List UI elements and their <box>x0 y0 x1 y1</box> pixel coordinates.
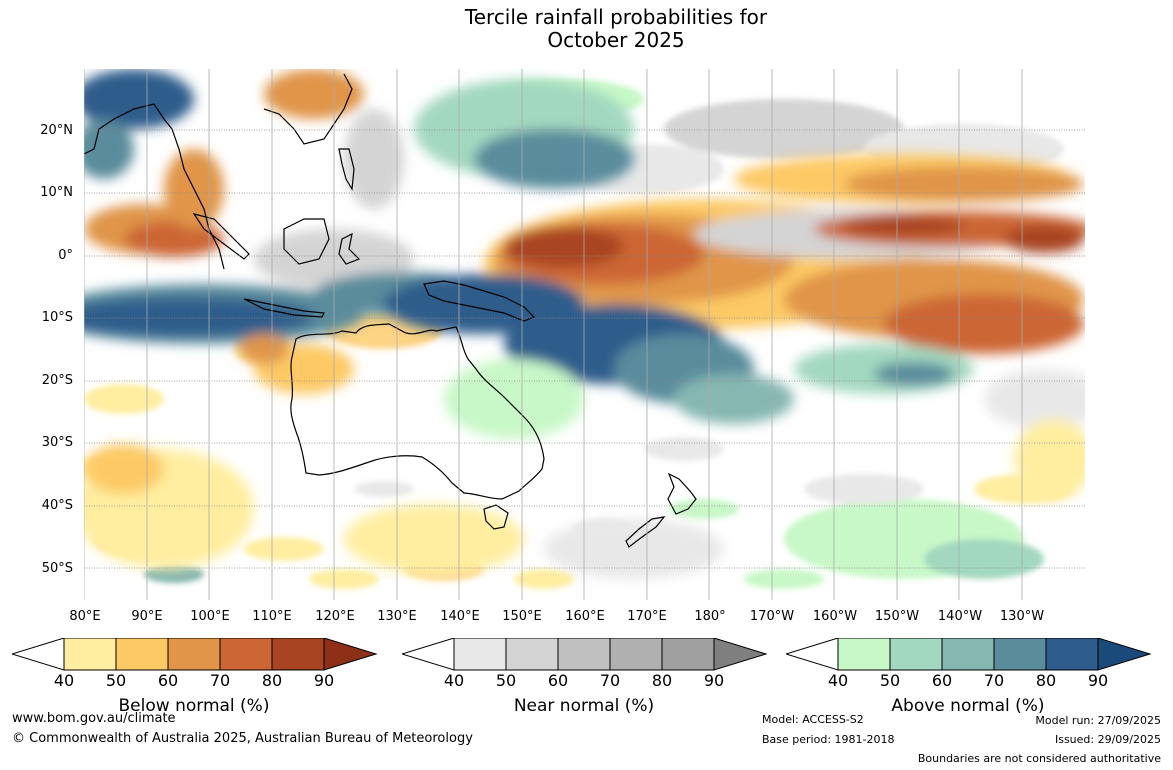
colorbar-segment <box>63 638 117 671</box>
colorbar-tick: 80 <box>1035 671 1057 690</box>
colorbar-tick: 40 <box>53 671 75 690</box>
colorbar-tick: 50 <box>105 671 127 690</box>
lon-label: 100°E <box>190 609 230 624</box>
colorbar-under-triangle <box>12 638 65 671</box>
colorbar-segment <box>271 638 325 671</box>
colorbar-segment <box>1045 638 1099 671</box>
above-normal-title: Above normal (%) <box>891 696 1045 716</box>
colorbar-segment <box>505 638 559 671</box>
lon-label: 110°E <box>252 609 292 624</box>
probability-map <box>84 69 1085 600</box>
lat-label: 30°S <box>41 435 73 450</box>
philippines-coastline <box>338 148 355 191</box>
australia-coastline <box>290 323 545 500</box>
colorbar-tick: 50 <box>495 671 517 690</box>
colorbar-segment <box>837 638 891 671</box>
tasmania-coastline <box>483 504 509 530</box>
colorbar-segment <box>609 638 663 671</box>
lon-label: 170°E <box>627 609 667 624</box>
lon-label: 170°W <box>749 609 795 624</box>
colorbar-over-triangle <box>713 638 768 671</box>
south-asia-coastline <box>84 103 225 270</box>
sulawesi-coastline <box>338 232 361 265</box>
website-link[interactable]: www.bom.gov.au/climate <box>12 711 176 726</box>
lon-label: 140°W <box>937 609 983 624</box>
colorbar-tick: 80 <box>651 671 673 690</box>
borneo-coastline <box>283 218 330 265</box>
colorbar-over-triangle <box>323 638 378 671</box>
map-title-line-2: October 2025 <box>547 28 685 52</box>
lon-label: 160°E <box>565 609 605 624</box>
near-normal-title: Near normal (%) <box>513 696 655 716</box>
lat-label: 40°S <box>41 498 73 513</box>
lon-label: 90°E <box>131 609 163 624</box>
copyright-notice: © Commonwealth of Australia 2025, Austra… <box>12 731 473 746</box>
colorbar-segment <box>453 638 507 671</box>
below-normal-colorbar <box>12 638 378 671</box>
colorbar-segment <box>661 638 715 671</box>
base-period: Base period: 1981-2018 <box>762 733 895 746</box>
model-name: Model: ACCESS-S2 <box>762 713 864 726</box>
lat-label: 10°N <box>40 185 73 200</box>
colorbar-segment <box>941 638 995 671</box>
lon-label: 120°E <box>315 609 355 624</box>
probability-fields <box>84 69 1085 579</box>
colorbar-segment <box>219 638 273 671</box>
above-normal-colorbar <box>786 638 1152 671</box>
lon-label: 160°W <box>812 609 858 624</box>
model-run-date: Model run: 27/09/2025 <box>1035 714 1161 727</box>
colorbar-segment <box>889 638 943 671</box>
sumatra-coastline <box>192 213 250 260</box>
lon-label: 180° <box>694 609 726 624</box>
new-zealand-north-coastline <box>667 472 697 515</box>
lon-label: 140°E <box>440 609 480 624</box>
lon-label: 80°E <box>69 609 101 624</box>
colorbar-tick: 40 <box>443 671 465 690</box>
lat-label: 0° <box>58 248 73 263</box>
lat-label: 20°N <box>40 123 73 138</box>
new-zealand-south-coastline <box>625 516 666 548</box>
colorbar-tick: 40 <box>827 671 849 690</box>
lon-label: 130°W <box>999 609 1045 624</box>
colorbar-tick: 70 <box>599 671 621 690</box>
colorbar-tick: 80 <box>261 671 283 690</box>
below-normal-title: Below normal (%) <box>118 696 270 716</box>
colorbar-over-triangle <box>1097 638 1152 671</box>
lat-label: 50°S <box>41 561 73 576</box>
colorbar-under-triangle <box>786 638 839 671</box>
colorbar-segment <box>115 638 169 671</box>
boundaries-disclaimer: Boundaries are not considered authoritat… <box>917 752 1161 765</box>
colorbar-segment <box>557 638 611 671</box>
graticule <box>84 129 1085 569</box>
colorbar-segment <box>167 638 221 671</box>
colorbar-under-triangle <box>402 638 455 671</box>
lon-label: 150°W <box>874 609 920 624</box>
colorbar-tick: 50 <box>879 671 901 690</box>
colorbar-tick: 60 <box>931 671 953 690</box>
colorbar-tick: 70 <box>983 671 1005 690</box>
issued-date: Issued: 29/09/2025 <box>1054 733 1161 746</box>
colorbar-tick: 90 <box>703 671 725 690</box>
colorbar-tick: 90 <box>313 671 335 690</box>
lat-label: 10°S <box>41 310 73 325</box>
coastlines <box>84 73 697 548</box>
meridians <box>84 69 1023 600</box>
java-coastline <box>243 298 325 318</box>
lon-label: 150°E <box>502 609 542 624</box>
lon-label: 130°E <box>377 609 417 624</box>
colorbar-tick: 90 <box>1087 671 1109 690</box>
map-title-line-1: Tercile rainfall probabilities for <box>464 5 768 29</box>
china-coastline <box>263 73 353 145</box>
colorbar-tick: 60 <box>547 671 569 690</box>
colorbar-tick: 60 <box>157 671 179 690</box>
colorbar-segment <box>993 638 1047 671</box>
near-normal-colorbar <box>402 638 768 671</box>
lat-label: 20°S <box>41 373 73 388</box>
colorbar-tick: 70 <box>209 671 231 690</box>
new-guinea-coastline <box>423 280 536 322</box>
